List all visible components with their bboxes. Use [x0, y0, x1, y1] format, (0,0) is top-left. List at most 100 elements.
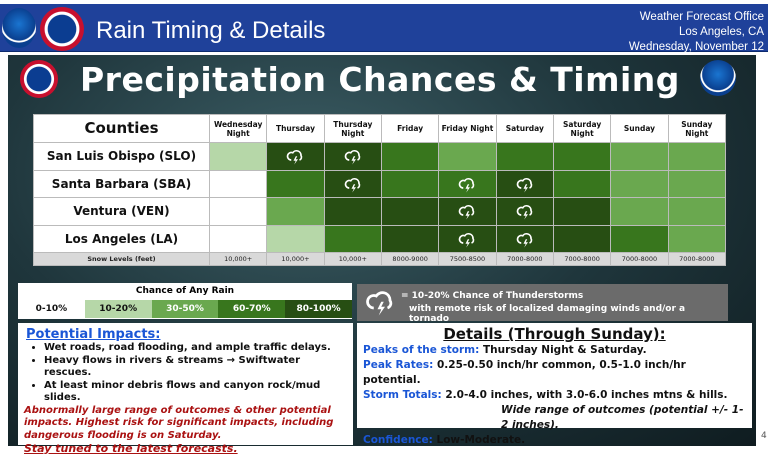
period-header: Thursday	[266, 114, 325, 143]
legend-item: 0-10%	[18, 300, 85, 318]
detail-key: Confidence:	[363, 434, 433, 446]
chance-cell	[667, 169, 727, 198]
chance-cell	[610, 169, 669, 198]
detail-value: Low-Moderate.	[432, 434, 526, 446]
legend-item: 60-70%	[218, 300, 286, 318]
legend-item: 80-100%	[285, 300, 352, 318]
chance-cell	[438, 142, 497, 171]
chance-cell	[438, 224, 497, 253]
detail-range: Wide range of outcomes (potential +/- 1-…	[501, 404, 744, 431]
snow-level-value: 8000-9000	[380, 252, 440, 266]
noaa-logo	[2, 8, 36, 48]
counties-header: Counties	[33, 114, 210, 143]
period-header: Friday	[380, 114, 440, 143]
period-header: Saturday	[495, 114, 554, 143]
impact-item: At least minor debris flows and canyon r…	[44, 380, 347, 405]
snow-level-value: 7500-8500	[438, 252, 497, 266]
noaa-logo-small	[700, 60, 736, 96]
thunderstorm-icon	[459, 204, 475, 220]
chance-cell	[323, 224, 382, 253]
chance-cell	[552, 224, 612, 253]
chance-cell	[323, 197, 382, 226]
period-header: Friday Night	[438, 114, 497, 143]
county-row: Santa Barbara (SBA)	[33, 169, 727, 198]
nws-logo	[40, 7, 84, 51]
details-box: Details (Through Sunday): Peaks of the s…	[357, 323, 752, 446]
chance-cell	[380, 169, 440, 198]
chance-cell	[380, 197, 440, 226]
period-header: Thursday Night	[323, 114, 382, 143]
impact-item: Wet roads, road flooding, and ample traf…	[44, 342, 347, 355]
period-header: Saturday Night	[552, 114, 612, 143]
detail-confidence: Confidence: Low-Moderate.	[363, 433, 746, 448]
chance-cell	[323, 142, 382, 171]
county-row: Ventura (VEN)	[33, 197, 727, 226]
impact-item: Heavy flows in rivers & streams → Swiftw…	[44, 355, 347, 380]
chance-cell	[208, 142, 268, 171]
office-name: Weather Forecast Office	[639, 11, 764, 23]
chance-cell	[552, 197, 612, 226]
details-title: Details (Through Sunday):	[443, 325, 666, 343]
legend-title: Chance of Any Rain	[135, 286, 235, 296]
chance-cell	[495, 224, 554, 253]
thunderstorm-icon	[366, 291, 393, 316]
chance-cell	[667, 142, 727, 171]
potential-impacts-box: Potential Impacts: Wet roads, road flood…	[18, 323, 353, 455]
thunderstorm-icon	[459, 177, 475, 192]
thunderstorm-icon	[344, 177, 361, 192]
snow-level-label: Snow Levels (feet)	[33, 252, 210, 266]
nws-logo-small	[20, 60, 58, 98]
stay-tuned: Stay tuned to the latest forecasts.	[24, 442, 238, 455]
chance-cell	[208, 197, 268, 226]
thunder-legend: = 10-20% Chance of Thunderstorms with re…	[357, 284, 728, 324]
county-row: Los Angeles (LA)	[33, 224, 727, 253]
thunderstorm-icon	[516, 177, 533, 192]
chance-cell	[208, 224, 268, 253]
snow-level-value: 10,000+	[208, 252, 268, 266]
snow-level-value: 10,000+	[266, 252, 325, 266]
county-name: San Luis Obispo (SLO)	[33, 142, 210, 171]
detail-value: 2.0-4.0 inches, with 3.0-6.0 inches mtns…	[441, 389, 728, 401]
chance-cell	[667, 224, 727, 253]
issue-date: Wednesday, November 12	[628, 41, 764, 53]
detail-peaks: Peaks of the storm: Thursday Night & Sat…	[363, 343, 746, 358]
county-row: San Luis Obispo (SLO)	[33, 142, 727, 171]
snow-level-value: 10,000+	[323, 252, 382, 266]
legend-item: 10-20%	[84, 300, 152, 318]
header-title: Rain Timing & Details	[96, 17, 326, 44]
thunder-legend-line1: = 10-20% Chance of Thunderstorms	[401, 291, 584, 301]
page-number: 4	[761, 431, 767, 441]
snow-level-value: 7000-8000	[610, 252, 669, 266]
chance-cell	[266, 197, 325, 226]
thunderstorm-icon	[516, 204, 533, 220]
chance-cell	[380, 224, 440, 253]
chance-cell	[610, 197, 669, 226]
thunder-legend-line2: with remote risk of localized damaging w…	[409, 304, 686, 324]
chance-cell	[495, 197, 554, 226]
chance-cell	[667, 197, 727, 226]
office-location: Los Angeles, CA	[678, 26, 764, 38]
chance-cell	[495, 142, 554, 171]
chance-cell	[208, 169, 268, 198]
chance-cell	[323, 169, 382, 198]
detail-totals: Storm Totals: 2.0-4.0 inches, with 3.0-6…	[363, 388, 746, 403]
period-header: Sunday Night	[667, 114, 727, 143]
county-name: Los Angeles (LA)	[33, 224, 210, 253]
chance-cell	[266, 224, 325, 253]
thunderstorm-icon	[459, 232, 475, 247]
chance-cell	[610, 142, 669, 171]
chance-cell	[266, 142, 325, 171]
detail-value: 0.25-0.50 inch/hr common, 0.5-1.0 inch/h…	[363, 359, 686, 386]
county-name: Santa Barbara (SBA)	[33, 169, 210, 198]
chance-cell	[438, 197, 497, 226]
panel-title: Precipitation Chances & Timing	[80, 60, 680, 99]
chance-cell	[552, 142, 612, 171]
detail-value: Thursday Night & Saturday.	[479, 344, 647, 356]
thunderstorm-icon	[516, 232, 533, 247]
detail-key: Storm Totals:	[363, 389, 442, 401]
detail-key: Peaks of the storm:	[363, 344, 480, 356]
detail-rates: Peak Rates: 0.25-0.50 inch/hr common, 0.…	[363, 358, 746, 388]
county-name: Ventura (VEN)	[33, 197, 210, 226]
detail-key: Peak Rates:	[363, 359, 434, 371]
chance-cell	[610, 224, 669, 253]
